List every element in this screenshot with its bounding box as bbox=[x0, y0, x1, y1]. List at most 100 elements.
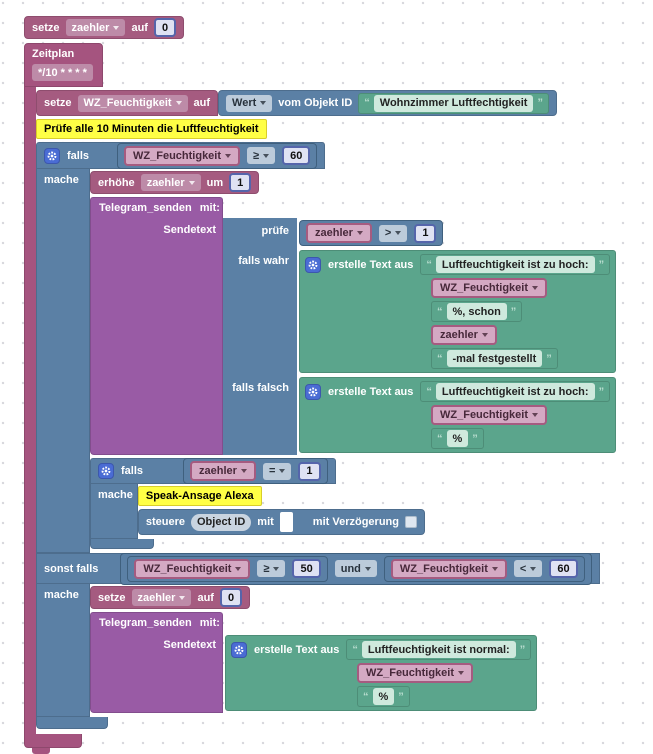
chevron-down-icon bbox=[279, 469, 286, 473]
string-field[interactable]: % bbox=[446, 430, 469, 447]
block-increment-zaehler[interactable]: erhöhe zaehler um 1 bbox=[90, 171, 260, 194]
zaehler-variable-label: zaehler bbox=[199, 465, 237, 477]
chevron-down-icon bbox=[263, 153, 270, 158]
chevron-down-icon bbox=[273, 566, 280, 571]
string-field[interactable]: -mal festgestellt bbox=[446, 350, 543, 367]
operator-dropdown[interactable]: ≥ bbox=[247, 147, 276, 164]
block-var-wz[interactable]: WZ_Feuchtigkeit bbox=[390, 558, 507, 579]
zaehler-variable-dropdown[interactable]: zaehler bbox=[65, 19, 126, 36]
block-telegram-senden-2[interactable]: Telegram_senden mit: Sendetext bbox=[90, 612, 538, 713]
number-block-zero[interactable]: 0 bbox=[153, 18, 177, 37]
block-string-too-high[interactable]: “ Luftfeuchtigkeit ist zu hoch: ” bbox=[420, 381, 611, 402]
falls-label: falls bbox=[121, 465, 144, 477]
string-field[interactable]: %, schon bbox=[446, 303, 507, 320]
block-set-zaehler-reset[interactable]: setze zaehler auf 0 bbox=[90, 586, 251, 609]
wert-dropdown[interactable]: Wert bbox=[226, 94, 273, 112]
wz-variable-dropdown[interactable]: WZ_Feuchtigkeit bbox=[77, 94, 188, 112]
number-block-one[interactable]: 1 bbox=[229, 173, 252, 192]
comment-check-10min[interactable]: Prüfe alle 10 Minuten die Luftfeuchtigke… bbox=[36, 119, 267, 139]
mutator-gear-icon[interactable] bbox=[305, 383, 321, 400]
string-field[interactable]: Luftfeuchtigkeit ist zu hoch: bbox=[435, 256, 595, 273]
block-string-pct[interactable]: “ % ” bbox=[431, 428, 484, 449]
telegram-label: Telegram_senden bbox=[99, 202, 192, 214]
operator-dropdown[interactable]: > bbox=[378, 224, 408, 242]
number-block-sixty[interactable]: 60 bbox=[549, 559, 578, 578]
chevron-down-icon bbox=[491, 566, 498, 571]
block-string-pct[interactable]: “ % ” bbox=[357, 686, 410, 707]
if-inner-header: falls zaehler = bbox=[90, 458, 336, 484]
mutator-gear-icon[interactable] bbox=[98, 463, 114, 479]
operator-label: > bbox=[384, 227, 392, 239]
if-outer-elseif: sonst falls WZ_Feuchtigkeit ≥ 50 bbox=[36, 552, 600, 585]
block-oid-string[interactable]: “ Wohnzimmer Luftfechtigkeit ” bbox=[358, 92, 549, 114]
block-join-text-normal[interactable]: erstelle Text aus “ Luftfeuchtigkeit ist… bbox=[225, 635, 538, 711]
erstelle-text-label: erstelle Text aus bbox=[254, 643, 340, 656]
zaehler-variable-dropdown[interactable]: zaehler bbox=[140, 174, 201, 191]
chevron-down-icon bbox=[364, 566, 371, 571]
zaehler-variable-dropdown[interactable]: zaehler bbox=[131, 589, 192, 606]
oid-text-field[interactable]: Wohnzimmer Luftfechtigkeit bbox=[373, 94, 534, 112]
block-set-zaehler-init[interactable]: setze zaehler auf 0 bbox=[24, 16, 185, 39]
block-compare-wz-lt-60[interactable]: WZ_Feuchtigkeit < 60 bbox=[383, 555, 585, 582]
cron-field[interactable]: */10 * * * * bbox=[32, 64, 93, 81]
block-var-wz[interactable]: WZ_Feuchtigkeit bbox=[431, 278, 548, 298]
string-field[interactable]: Luftfeuchtigkeit ist zu hoch: bbox=[435, 383, 595, 400]
block-join-text-true[interactable]: erstelle Text aus “ Luftfeuchtigkeit ist… bbox=[299, 250, 617, 373]
block-var-wz[interactable]: WZ_Feuchtigkeit bbox=[134, 558, 251, 579]
und-label: und bbox=[340, 562, 361, 575]
block-var-wz[interactable]: WZ_Feuchtigkeit bbox=[431, 405, 548, 425]
operator-dropdown[interactable]: < bbox=[513, 560, 543, 577]
block-if-outer[interactable]: falls WZ_Feuchtigkeit ≥ 60 bbox=[36, 142, 617, 729]
block-string-normal[interactable]: “ Luftfeuchtigkeit ist normal: ” bbox=[346, 639, 532, 660]
chevron-down-icon bbox=[235, 566, 242, 571]
mutator-gear-icon[interactable] bbox=[44, 147, 60, 164]
block-var-wz[interactable]: WZ_Feuchtigkeit bbox=[357, 663, 474, 683]
block-compare-zaehler-gt-1[interactable]: zaehler > 1 bbox=[299, 220, 444, 246]
chevron-down-icon bbox=[225, 153, 232, 158]
number-block-fifty[interactable]: 50 bbox=[292, 559, 321, 578]
block-compare-wz-gte-50[interactable]: WZ_Feuchtigkeit ≥ 50 bbox=[127, 555, 328, 582]
block-join-text-false[interactable]: erstelle Text aus “ Luftfeuchtigkeit ist… bbox=[299, 377, 617, 453]
und-dropdown[interactable]: und bbox=[334, 560, 377, 577]
block-string-too-high[interactable]: “ Luftfeuchtigkeit ist zu hoch: ” bbox=[420, 254, 611, 275]
block-get-value-object[interactable]: Wert vom Objekt ID “ Wohnzimmer Luftfech… bbox=[218, 90, 557, 116]
number-block-sixty[interactable]: 60 bbox=[282, 146, 311, 165]
block-string-pct-schon[interactable]: “ %, schon ” bbox=[431, 301, 523, 322]
block-telegram-senden-1[interactable]: Telegram_senden mit: Sendetext prüfe bbox=[90, 197, 617, 455]
pruefe-label: prüfe bbox=[223, 218, 297, 248]
auf-label: auf bbox=[193, 97, 211, 109]
block-logic-und[interactable]: WZ_Feuchtigkeit ≥ 50 und bbox=[120, 552, 592, 585]
string-field[interactable]: % bbox=[372, 688, 395, 705]
operator-dropdown[interactable]: ≥ bbox=[257, 560, 286, 577]
delay-checkbox[interactable] bbox=[404, 516, 417, 528]
block-compare-wz-gte-60[interactable]: WZ_Feuchtigkeit ≥ 60 bbox=[117, 142, 318, 169]
block-zeitplan-header[interactable]: Zeitplan */10 * * * * bbox=[24, 43, 103, 87]
mutator-gear-icon[interactable] bbox=[305, 256, 321, 273]
object-id-field[interactable]: Object ID bbox=[191, 513, 252, 531]
string-field[interactable]: Luftfeuchtigkeit ist normal: bbox=[361, 641, 516, 658]
wz-variable-label: WZ_Feuchtigkeit bbox=[133, 149, 222, 162]
empty-value-socket[interactable] bbox=[279, 512, 293, 532]
operator-label: < bbox=[519, 562, 527, 575]
block-set-wz-feuchtigkeit[interactable]: setze WZ_Feuchtigkeit auf bbox=[36, 90, 219, 116]
chevron-down-icon bbox=[113, 25, 120, 30]
block-var-zaehler[interactable]: zaehler bbox=[431, 325, 497, 345]
block-var-zaehler[interactable]: zaehler bbox=[190, 461, 256, 481]
comment-speak-alexa[interactable]: Speak-Ansage Alexa bbox=[137, 486, 262, 506]
block-var-wz[interactable]: WZ_Feuchtigkeit bbox=[124, 145, 241, 166]
block-ternary-pruefe[interactable]: prüfe zaehler > bbox=[223, 218, 617, 455]
mutator-gear-icon[interactable] bbox=[231, 641, 247, 658]
setze-label: setze bbox=[32, 21, 60, 34]
number-block-one[interactable]: 1 bbox=[414, 223, 437, 243]
quote-open-icon: “ bbox=[364, 97, 370, 109]
block-compare-zaehler-eq-1[interactable]: zaehler = 1 bbox=[183, 458, 328, 484]
block-steuere[interactable]: steuere Object ID mit mit Verzögerung bbox=[137, 509, 425, 535]
quote-close-icon: ” bbox=[510, 305, 517, 318]
block-var-zaehler[interactable]: zaehler bbox=[306, 223, 372, 243]
block-if-inner[interactable]: falls zaehler = bbox=[90, 458, 616, 549]
telegram-label: Telegram_senden bbox=[99, 617, 192, 629]
operator-dropdown[interactable]: = bbox=[262, 462, 292, 480]
number-block-one[interactable]: 1 bbox=[298, 461, 321, 481]
number-block-zero[interactable]: 0 bbox=[219, 588, 243, 607]
block-string-mal[interactable]: “ -mal festgestellt ” bbox=[431, 348, 558, 369]
